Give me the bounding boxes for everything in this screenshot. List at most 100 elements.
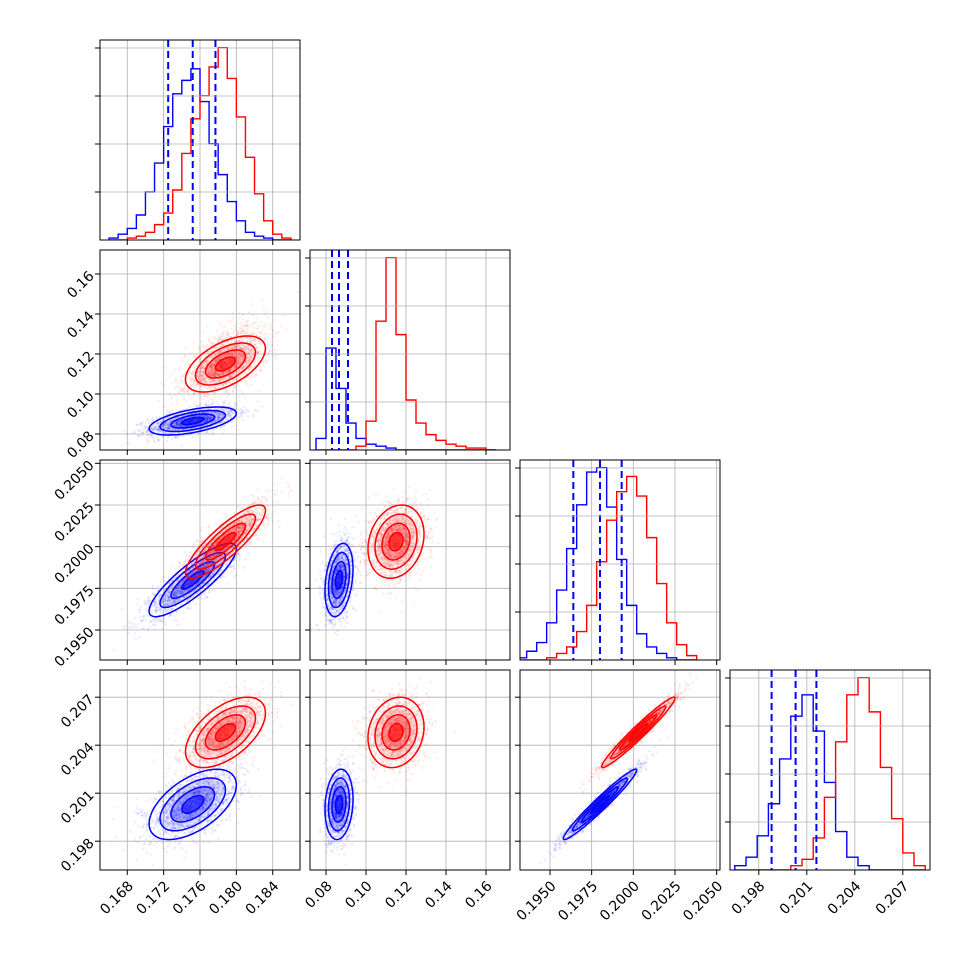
scatter-point xyxy=(254,340,257,343)
scatter-point xyxy=(208,417,211,421)
scatter-point xyxy=(193,402,196,405)
scatter-point xyxy=(150,418,153,421)
scatter-point xyxy=(256,327,260,330)
scatter-point xyxy=(151,426,154,429)
scatter-point xyxy=(170,396,173,399)
panel-0-0 xyxy=(95,39,301,245)
scatter-point xyxy=(186,388,190,391)
scatter-point xyxy=(180,379,183,382)
scatter-point xyxy=(231,332,234,335)
scatter-point xyxy=(201,398,204,401)
scatter-point xyxy=(178,421,181,424)
scatter-point xyxy=(215,419,218,422)
scatter-point xyxy=(247,326,250,329)
scatter-point xyxy=(169,412,172,415)
scatter-point xyxy=(262,307,265,310)
scatter-point xyxy=(123,627,126,630)
scatter-point xyxy=(127,621,130,624)
scatter-point xyxy=(252,413,255,416)
scatter-point xyxy=(175,422,178,425)
scatter-point xyxy=(205,414,209,417)
scatter-point xyxy=(155,427,158,431)
scatter-point xyxy=(238,316,241,319)
scatter-point xyxy=(158,421,161,424)
scatter-point xyxy=(171,428,174,431)
scatter-point xyxy=(231,317,234,320)
scatter-point xyxy=(154,623,157,627)
scatter-point xyxy=(163,425,166,428)
scatter-point xyxy=(269,328,272,331)
scatter-point xyxy=(220,412,223,415)
scatter-point xyxy=(210,410,213,413)
scatter-point xyxy=(187,358,190,361)
scatter-point xyxy=(222,413,225,416)
scatter-point xyxy=(240,411,243,414)
scatter-point xyxy=(169,393,172,396)
scatter-point xyxy=(257,346,260,349)
scatter-point xyxy=(147,614,150,617)
scatter-point xyxy=(146,429,149,432)
scatter-point xyxy=(165,426,168,429)
scatter-point xyxy=(165,426,168,429)
scatter-point xyxy=(112,649,116,652)
scatter-point xyxy=(180,424,183,427)
scatter-point xyxy=(249,339,252,342)
scatter-point xyxy=(185,425,188,428)
scatter-point xyxy=(155,424,159,427)
scatter-point xyxy=(217,415,220,418)
scatter-point xyxy=(223,420,226,423)
scatter-point xyxy=(210,410,213,413)
scatter-point xyxy=(245,382,248,385)
scatter-point xyxy=(143,602,146,605)
scatter-point xyxy=(147,418,150,421)
scatter-point xyxy=(155,415,158,419)
scatter-point xyxy=(251,372,254,376)
scatter-point xyxy=(206,431,209,434)
scatter-point xyxy=(206,419,209,422)
scatter-point xyxy=(206,344,209,347)
scatter-point xyxy=(263,361,266,364)
scatter-point xyxy=(156,421,159,424)
scatter-point xyxy=(142,428,145,431)
scatter-point xyxy=(228,405,231,408)
scatter-point xyxy=(214,419,217,422)
scatter-point xyxy=(199,392,202,395)
scatter-point xyxy=(180,418,183,421)
scatter-point xyxy=(255,316,258,319)
scatter-point xyxy=(210,411,213,414)
scatter-point xyxy=(180,424,183,427)
scatter-point xyxy=(189,607,192,610)
scatter-point xyxy=(213,337,216,340)
scatter-point xyxy=(162,418,165,422)
scatter-point xyxy=(103,432,106,435)
scatter-point xyxy=(241,409,244,412)
scatter-point xyxy=(230,319,233,322)
scatter-point xyxy=(191,415,194,418)
scatter-point xyxy=(201,346,204,349)
scatter-point xyxy=(205,419,208,422)
scatter-point xyxy=(205,417,208,420)
scatter-point xyxy=(211,411,214,414)
scatter-point xyxy=(205,404,208,407)
scatter-point xyxy=(205,411,208,414)
scatter-point xyxy=(178,382,181,385)
scatter-point xyxy=(216,387,219,390)
scatter-point xyxy=(177,432,180,435)
scatter-point xyxy=(199,411,202,414)
scatter-point xyxy=(202,415,205,418)
scatter-point xyxy=(217,412,220,415)
scatter-point xyxy=(159,430,162,433)
scatter-point xyxy=(205,414,209,417)
scatter-point xyxy=(251,326,254,329)
scatter-point xyxy=(160,429,163,432)
scatter-point xyxy=(203,408,206,411)
scatter-point xyxy=(193,386,196,389)
scatter-point xyxy=(250,337,253,340)
scatter-point xyxy=(189,371,193,374)
scatter-point xyxy=(145,430,148,433)
scatter-point xyxy=(168,421,171,424)
scatter-point xyxy=(192,600,195,603)
scatter-point xyxy=(226,396,229,399)
scatter-point xyxy=(251,313,254,317)
scatter-point xyxy=(273,332,276,335)
